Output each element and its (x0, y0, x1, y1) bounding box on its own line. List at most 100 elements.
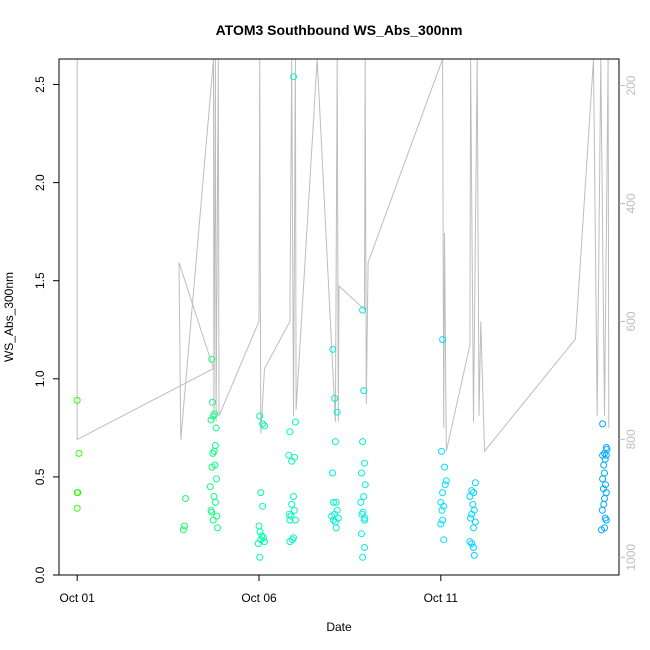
data-point-5 (182, 495, 189, 502)
data-point-28 (256, 412, 264, 420)
data-point-100 (470, 489, 477, 497)
points-layer (73, 73, 611, 561)
data-point-18 (208, 463, 216, 471)
data-point-70 (332, 524, 340, 532)
data-point-4 (73, 504, 81, 512)
data-point-88 (441, 463, 448, 471)
right-tick-label-3: 800 (624, 429, 638, 449)
data-point-82 (361, 516, 368, 524)
data-point-99 (471, 479, 479, 487)
x-tick-label-1: Oct 06 (241, 591, 277, 605)
data-point-107 (470, 524, 477, 532)
data-point-26 (209, 516, 217, 524)
data-point-32 (259, 502, 267, 510)
data-point-16 (209, 449, 217, 457)
data-point-66 (328, 512, 336, 520)
data-point-119 (600, 461, 608, 469)
data-point-85 (359, 553, 367, 561)
data-point-8 (208, 355, 216, 363)
data-point-59 (333, 408, 341, 416)
data-point-68 (330, 516, 337, 524)
data-point-93 (440, 502, 448, 510)
data-point-111 (470, 551, 478, 559)
data-point-41 (290, 73, 297, 81)
altitude-trace-layer (76, 59, 610, 453)
data-point-96 (437, 520, 445, 528)
y-tick-label-0: 0.0 (33, 566, 47, 583)
data-point-35 (258, 532, 266, 540)
data-point-76 (361, 481, 369, 489)
plot-frame (58, 58, 620, 576)
y-axis: 0.0 0.5 1.0 1.5 2.0 2.5 (33, 76, 59, 583)
data-point-47 (290, 493, 297, 500)
data-point-19 (213, 475, 220, 483)
data-point-58 (331, 394, 339, 402)
data-point-1 (75, 449, 83, 457)
data-point-89 (442, 477, 450, 485)
data-point-60 (331, 438, 339, 446)
data-point-90 (441, 481, 449, 489)
data-point-110 (470, 544, 477, 551)
data-point-83 (358, 530, 365, 538)
data-point-34 (256, 528, 264, 536)
x-axis-label: Date (326, 620, 352, 634)
data-point-61 (329, 469, 336, 477)
data-point-104 (468, 510, 476, 518)
data-point-95 (439, 516, 447, 524)
data-point-3 (74, 489, 82, 497)
data-point-127 (598, 506, 606, 514)
data-point-25 (213, 512, 221, 520)
data-point-53 (286, 516, 294, 524)
right-axis: 200 400 600 800 1000 (619, 75, 638, 571)
altitude-trace-line (76, 59, 610, 453)
y-tick-label-4: 2.0 (33, 174, 47, 191)
data-point-38 (261, 538, 268, 546)
data-point-10 (211, 410, 219, 418)
data-point-77 (360, 493, 368, 500)
data-point-74 (361, 459, 368, 467)
data-point-108 (466, 538, 474, 546)
data-point-78 (357, 498, 365, 506)
data-point-62 (330, 498, 337, 506)
data-point-15 (210, 447, 218, 455)
data-point-105 (467, 514, 475, 522)
data-point-121 (599, 475, 607, 483)
data-point-101 (466, 493, 474, 500)
data-point-63 (332, 498, 340, 506)
data-point-71 (359, 306, 367, 314)
data-point-40 (256, 553, 264, 561)
data-point-131 (598, 526, 605, 534)
data-point-117 (602, 451, 610, 459)
data-point-84 (361, 544, 368, 551)
data-point-29 (259, 420, 267, 428)
right-tick-label-0: 200 (624, 75, 638, 95)
data-point-72 (360, 387, 368, 395)
y-tick-label-5: 2.5 (33, 76, 47, 93)
data-point-42 (291, 418, 299, 426)
data-point-112 (599, 420, 607, 428)
y-tick-label-3: 1.5 (33, 272, 47, 289)
x-tick-label-0: Oct 01 (60, 591, 96, 605)
data-point-43 (286, 428, 294, 436)
data-point-46 (288, 457, 296, 465)
data-point-11 (209, 412, 217, 420)
data-point-13 (212, 424, 220, 432)
data-point-122 (602, 481, 609, 489)
data-point-30 (261, 422, 268, 430)
data-point-24 (208, 508, 216, 516)
data-point-22 (211, 498, 219, 506)
data-point-12 (207, 416, 215, 424)
data-point-73 (359, 438, 367, 446)
data-point-86 (439, 336, 447, 344)
data-point-27 (214, 524, 221, 532)
data-point-109 (468, 540, 476, 548)
x-tick-label-2: Oct 11 (424, 591, 459, 605)
data-point-87 (438, 447, 445, 455)
data-point-94 (438, 506, 446, 514)
data-point-97 (440, 536, 448, 544)
data-point-39 (254, 540, 262, 548)
data-point-129 (602, 516, 610, 524)
data-point-51 (287, 512, 295, 520)
